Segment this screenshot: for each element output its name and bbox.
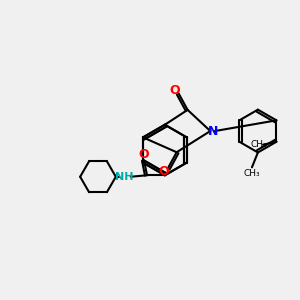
Text: O: O [170,84,180,97]
Text: NH: NH [115,172,134,182]
Text: O: O [139,148,149,161]
Text: CH₃: CH₃ [244,169,260,178]
Text: CH₃: CH₃ [250,140,267,149]
Text: N: N [208,124,218,138]
Text: O: O [159,165,169,178]
